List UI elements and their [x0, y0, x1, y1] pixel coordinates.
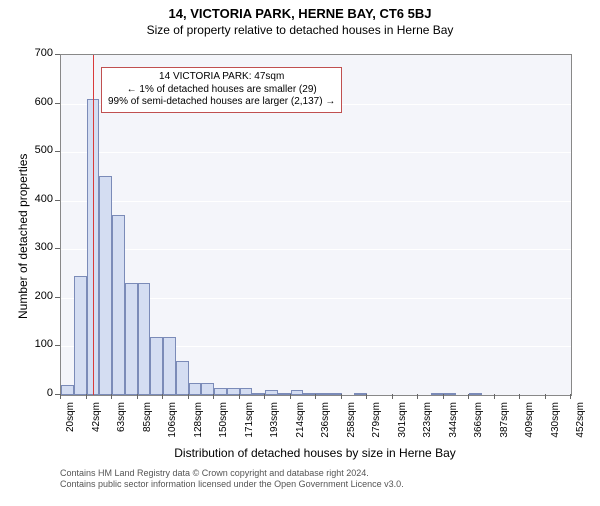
y-tick [55, 248, 60, 249]
x-tick-label: 387sqm [499, 402, 510, 447]
footer-attribution: Contains HM Land Registry data © Crown c… [60, 468, 404, 490]
histogram-bar [163, 337, 176, 395]
histogram-bar [125, 283, 138, 395]
histogram-bar [189, 383, 202, 395]
y-tick-label: 100 [23, 338, 53, 350]
histogram-bar [265, 390, 278, 395]
y-tick [55, 345, 60, 346]
annotation-box: 14 VICTORIA PARK: 47sqm← 1% of detached … [101, 67, 342, 113]
x-axis-label: Distribution of detached houses by size … [60, 446, 570, 460]
histogram-bar [316, 393, 329, 395]
x-tick [494, 394, 495, 399]
x-tick-label: 128sqm [193, 402, 204, 447]
x-tick-label: 85sqm [142, 402, 153, 447]
x-tick [570, 394, 571, 399]
x-tick-label: 236sqm [320, 402, 331, 447]
y-tick-label: 0 [23, 387, 53, 399]
x-tick [519, 394, 520, 399]
y-tick-label: 700 [23, 47, 53, 59]
histogram-bar [176, 361, 189, 395]
footer-line1: Contains HM Land Registry data © Crown c… [60, 468, 404, 479]
x-tick [417, 394, 418, 399]
x-tick-label: 171sqm [244, 402, 255, 447]
x-tick [264, 394, 265, 399]
x-tick [188, 394, 189, 399]
x-tick-label: 106sqm [167, 402, 178, 447]
x-tick [290, 394, 291, 399]
x-tick-label: 301sqm [397, 402, 408, 447]
histogram-bar [214, 388, 227, 395]
x-tick [392, 394, 393, 399]
x-tick-label: 344sqm [448, 402, 459, 447]
grid-line [61, 152, 571, 153]
x-tick-label: 279sqm [371, 402, 382, 447]
histogram-bar [138, 283, 151, 395]
y-tick-label: 600 [23, 96, 53, 108]
annotation-line3: 99% of semi-detached houses are larger (… [108, 96, 335, 109]
y-tick-label: 200 [23, 290, 53, 302]
x-tick [545, 394, 546, 399]
histogram-bar [74, 276, 87, 395]
x-tick [468, 394, 469, 399]
x-tick-label: 63sqm [116, 402, 127, 447]
histogram-bar [99, 176, 112, 395]
x-tick [111, 394, 112, 399]
x-tick [162, 394, 163, 399]
y-tick [55, 103, 60, 104]
x-tick [341, 394, 342, 399]
histogram-bar [291, 390, 304, 395]
x-tick [86, 394, 87, 399]
histogram-bar [61, 385, 74, 395]
x-tick-label: 430sqm [550, 402, 561, 447]
histogram-bar [444, 393, 457, 395]
x-tick-label: 366sqm [473, 402, 484, 447]
histogram-chart: 14 VICTORIA PARK: 47sqm← 1% of detached … [60, 54, 572, 396]
x-tick-label: 42sqm [91, 402, 102, 447]
y-tick-label: 500 [23, 144, 53, 156]
annotation-line2: ← 1% of detached houses are smaller (29) [108, 84, 335, 97]
x-tick-label: 150sqm [218, 402, 229, 447]
x-tick [315, 394, 316, 399]
annotation-line1: 14 VICTORIA PARK: 47sqm [108, 71, 335, 84]
y-tick [55, 200, 60, 201]
grid-line [61, 201, 571, 202]
x-tick [366, 394, 367, 399]
property-marker-line [93, 55, 94, 395]
title-sub: Size of property relative to detached ho… [0, 23, 600, 37]
x-tick-label: 20sqm [65, 402, 76, 447]
x-tick-label: 214sqm [295, 402, 306, 447]
y-tick-label: 400 [23, 193, 53, 205]
x-tick [60, 394, 61, 399]
y-tick [55, 297, 60, 298]
y-tick-label: 300 [23, 241, 53, 253]
x-tick-label: 193sqm [269, 402, 280, 447]
x-tick-label: 409sqm [524, 402, 535, 447]
x-tick-label: 258sqm [346, 402, 357, 447]
title-main: 14, VICTORIA PARK, HERNE BAY, CT6 5BJ [0, 6, 600, 21]
histogram-bar [469, 393, 482, 395]
histogram-bar [240, 388, 253, 395]
x-tick [239, 394, 240, 399]
y-tick [55, 151, 60, 152]
histogram-bar [112, 215, 125, 395]
x-tick-label: 452sqm [575, 402, 586, 447]
x-tick [213, 394, 214, 399]
x-tick-label: 323sqm [422, 402, 433, 447]
x-tick [137, 394, 138, 399]
histogram-bar [150, 337, 163, 395]
grid-line [61, 249, 571, 250]
y-tick [55, 54, 60, 55]
footer-line2: Contains public sector information licen… [60, 479, 404, 490]
x-tick [443, 394, 444, 399]
